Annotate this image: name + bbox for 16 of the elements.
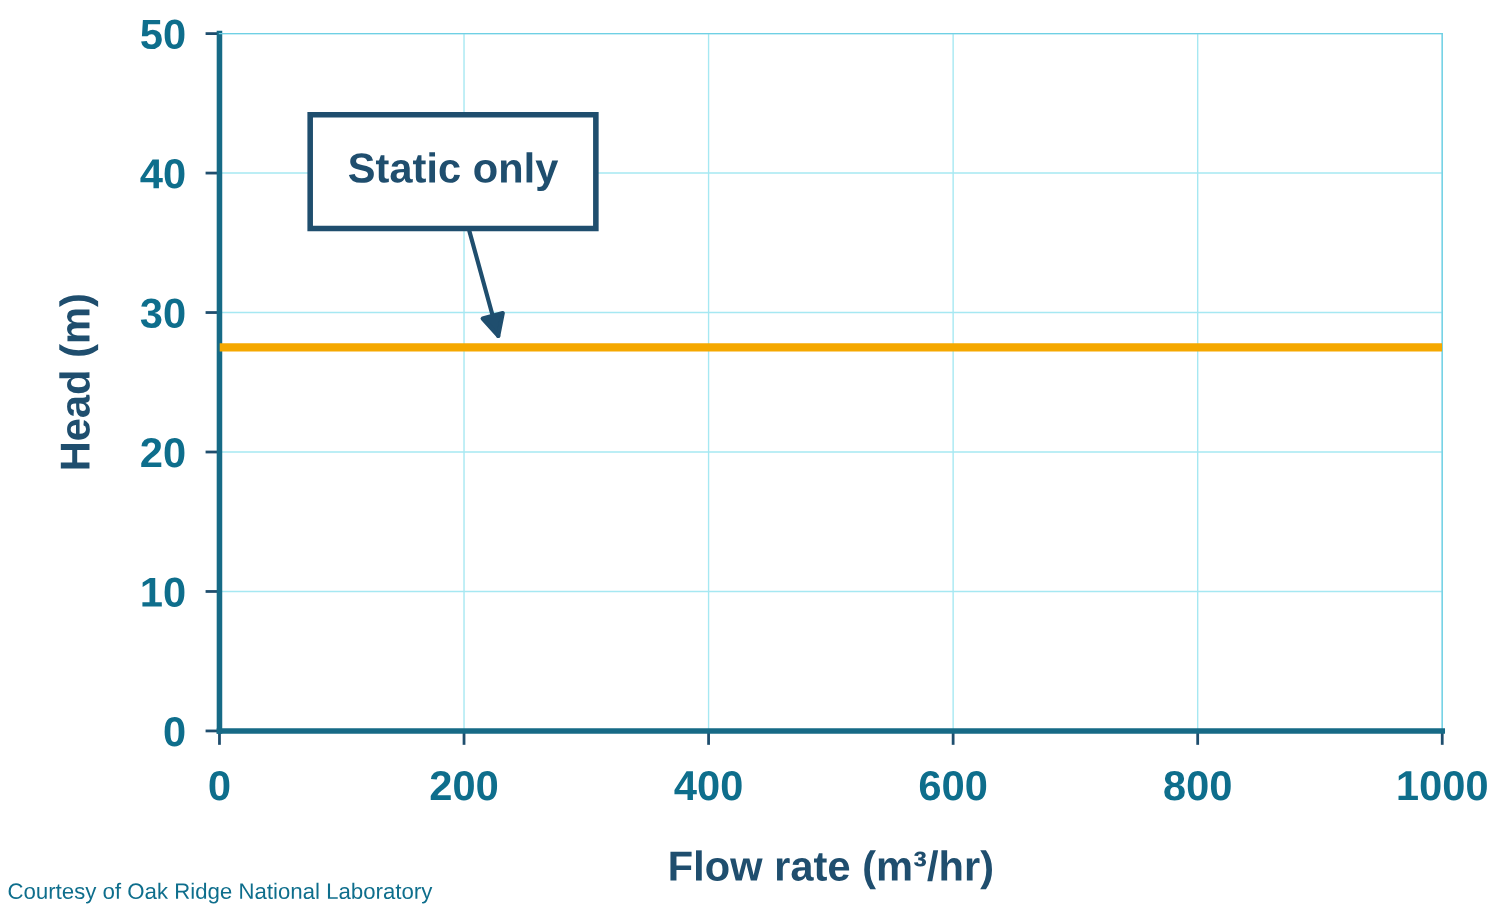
- x-axis-title: Flow rate (m³/hr): [670, 850, 992, 890]
- y-tick-label: 50: [141, 19, 185, 50]
- x-tick-label: 200: [430, 770, 498, 801]
- y-tick-label: 0: [164, 716, 185, 747]
- y-tick-label: 10: [142, 577, 185, 607]
- text: Courtesy of Oak Ridge National Laboratory: [8, 882, 433, 904]
- x-tick-label: 600: [919, 770, 987, 801]
- y-tick-label: 30: [140, 298, 185, 329]
- x-tick-label: 400: [674, 770, 742, 801]
- annotation: Static only: [348, 152, 559, 192]
- x-tick-label: 1000: [1398, 770, 1487, 801]
- x-tick-label: 800: [1164, 770, 1231, 801]
- x-tick-label: 0: [209, 770, 230, 801]
- y-axis-title: Head (m): [59, 295, 99, 469]
- y-tick-label: 40: [140, 159, 185, 189]
- y-tick-label: 20: [141, 438, 185, 468]
